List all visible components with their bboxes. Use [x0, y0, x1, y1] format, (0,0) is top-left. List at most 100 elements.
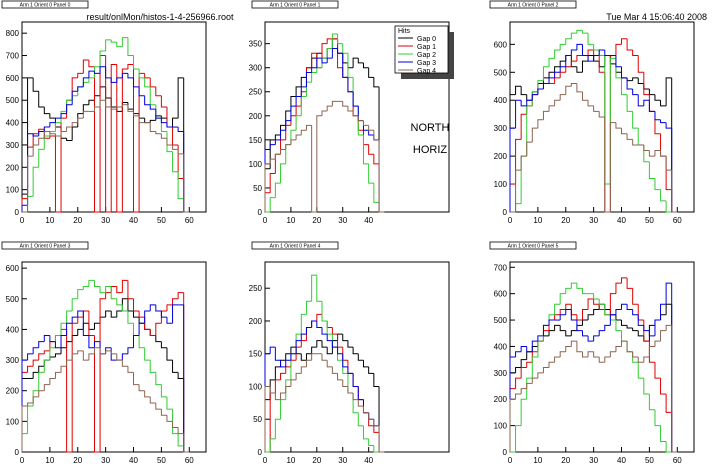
histogram-bin [615, 122, 622, 129]
histogram-bin [144, 95, 151, 106]
histogram-bin [177, 433, 184, 447]
histogram-bin [88, 77, 95, 83]
histogram-bin [660, 425, 667, 442]
histogram-bin [368, 412, 374, 420]
histogram-bin [49, 122, 56, 128]
x-tick-label: 20 [73, 456, 82, 464]
histogram-bin [38, 137, 45, 145]
y-tick-label: 500 [494, 316, 508, 325]
histogram-bin [295, 134, 302, 140]
histogram-bin [43, 106, 50, 115]
histogram-bin [269, 173, 276, 193]
x-tick-label: 60 [185, 456, 194, 464]
legend-title: Hits [398, 28, 411, 35]
histogram-bin [515, 351, 522, 357]
histogram-bin [648, 161, 655, 179]
histogram-bin [295, 340, 302, 354]
y-tick-label: 250 [249, 88, 263, 97]
histogram-bin [654, 340, 661, 347]
histogram-bin [290, 379, 297, 387]
histogram-bin [54, 117, 62, 123]
histogram-bin [280, 360, 286, 368]
histogram-bin [347, 106, 354, 112]
panel-title: Arm 1 Orient 0 Panel 0 [20, 2, 71, 8]
x-tick-label: 40 [364, 216, 373, 225]
histogram-bin [295, 96, 302, 107]
histogram-bin [160, 118, 167, 124]
panel-title: Arm 1 Orient 0 Panel 5 [508, 243, 559, 249]
histogram-bin [127, 366, 134, 373]
histogram-bin [321, 110, 328, 116]
histogram-bin [300, 76, 307, 87]
histogram-bin [587, 335, 594, 342]
histogram-bin [531, 91, 538, 106]
histogram-bin [665, 441, 672, 453]
histogram-bin [321, 327, 328, 335]
histogram-bin [116, 310, 123, 318]
histogram-bin [38, 148, 45, 168]
histogram-bin [43, 350, 50, 354]
histogram-bin [149, 304, 156, 312]
histogram-bin [99, 286, 106, 294]
histogram-bin [274, 379, 281, 394]
histogram-bin [38, 390, 45, 397]
histogram-bin [378, 425, 385, 453]
histogram-bin [554, 99, 561, 106]
histogram-bin [49, 347, 56, 361]
title-box [1, 0, 89, 9]
histogram-bin [632, 309, 639, 316]
histogram-bin [559, 94, 566, 101]
panel-title: Arm 1 Orient 0 Panel 3 [20, 243, 71, 249]
histogram-bin [149, 122, 156, 133]
x-tick-label: 10 [286, 456, 295, 464]
histogram-bin [615, 309, 622, 315]
histogram-bin [581, 91, 589, 101]
x-tick-label: 20 [312, 456, 321, 464]
histogram-bin [274, 418, 281, 439]
histogram-bin [77, 72, 84, 78]
histogram-bin [362, 406, 369, 414]
histogram-bin [300, 86, 307, 97]
histogram-bin [648, 150, 655, 157]
histogram-bin [565, 55, 572, 67]
histogram-bin [509, 398, 516, 452]
x-tick-label: 40 [129, 216, 138, 225]
title-box [489, 0, 577, 9]
histogram-bin [604, 304, 611, 316]
y-tick-label: 300 [249, 64, 263, 73]
histogram-bin [615, 345, 622, 352]
histogram-bin [321, 353, 328, 361]
histogram-bin [99, 66, 106, 74]
histogram-bin [88, 353, 95, 361]
x-tick-label: 20 [73, 216, 82, 225]
histogram-bin [581, 309, 589, 321]
histogram-bin [99, 347, 106, 355]
histogram-bin [66, 359, 73, 367]
histogram-bin [660, 303, 667, 321]
histogram-bin [660, 150, 667, 157]
y-tick-label: 50 [253, 184, 262, 193]
histogram-bin [609, 351, 616, 357]
histogram-bin [637, 330, 644, 337]
histogram-bin [570, 32, 577, 39]
x-tick-label: 0 [508, 216, 513, 225]
histogram-bin [311, 320, 317, 328]
histogram-bin [576, 83, 583, 93]
histogram-bin [515, 99, 522, 129]
file-name: result/onlMon/histos-1-4-256966.root [86, 12, 234, 22]
histogram-bin [116, 42, 123, 48]
histogram-bin [300, 96, 307, 116]
histogram-bin [274, 393, 281, 401]
histogram-bin [331, 100, 338, 107]
histogram-bin [347, 77, 354, 93]
histogram-bin [637, 357, 644, 363]
histogram-bin [626, 77, 633, 90]
histogram-bin [373, 130, 380, 141]
histogram-bin [570, 282, 577, 289]
histogram-bin [537, 340, 544, 357]
y-tick-label: 500 [6, 295, 20, 304]
histogram-bin [537, 372, 544, 379]
histogram-bin [643, 325, 650, 332]
histogram-bin [326, 347, 333, 355]
histogram-bin [321, 340, 328, 348]
